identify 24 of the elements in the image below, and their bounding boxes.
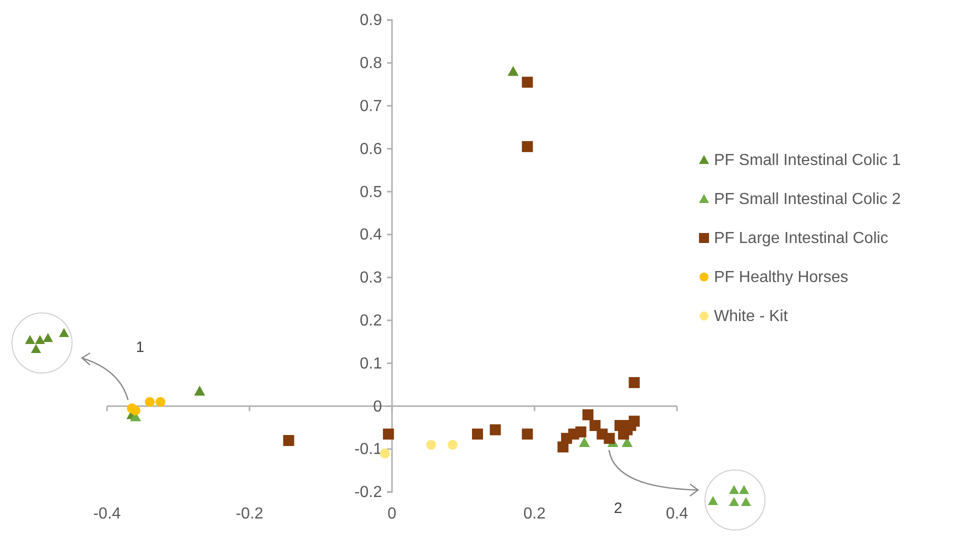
legend-label: PF Small Intestinal Colic 1 <box>714 152 901 169</box>
y-tick-label: 0.8 <box>360 55 382 72</box>
y-tick-label: -0.2 <box>354 484 382 502</box>
x-tick-label: -0.2 <box>236 505 264 522</box>
y-tick-label: 0.3 <box>360 270 382 287</box>
y-tick-label: 0.9 <box>360 12 382 30</box>
annotation: 1 <box>136 339 144 356</box>
legend-label: White - Kit <box>714 308 788 325</box>
legend-label: PF Large Intestinal Colic <box>714 230 888 247</box>
legend-label: PF Healthy Horses <box>714 269 848 286</box>
y-tick-label: 0.5 <box>360 184 382 201</box>
x-tick-label: 0.4 <box>666 505 688 522</box>
text: 2 <box>614 500 622 517</box>
x-tick-label: 0.2 <box>523 505 546 522</box>
y-tick-label: 0 <box>373 398 382 416</box>
y-tick-label: 0.1 <box>360 355 382 372</box>
x-tick-label: 0 <box>388 505 397 522</box>
y-tick-label: 0.6 <box>360 140 382 158</box>
legend-label: PF Small Intestinal Colic 2 <box>714 191 901 208</box>
y-tick-label: 0.2 <box>360 312 382 330</box>
y-tick-label: 0.7 <box>360 98 382 115</box>
x-tick-label: -0.4 <box>93 505 121 522</box>
y-tick-label: 0.4 <box>360 226 382 244</box>
y-tick-label: -0.1 <box>354 441 382 458</box>
